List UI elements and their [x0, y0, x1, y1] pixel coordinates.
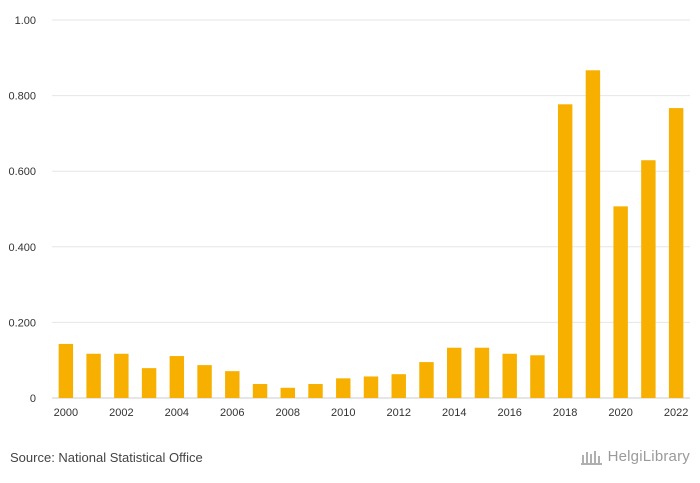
bars-layer [58, 70, 684, 399]
bar-2008[interactable] [280, 387, 295, 398]
y-tick-label: 0.600 [8, 166, 36, 178]
bar-2007[interactable] [252, 384, 268, 398]
y-tick-label: 0.200 [8, 317, 36, 329]
x-tick-label: 2014 [442, 407, 466, 419]
bar-2016[interactable] [502, 353, 517, 398]
x-tick-label: 2006 [220, 407, 244, 419]
bar-2001[interactable] [86, 353, 101, 398]
bar-2002[interactable] [114, 353, 129, 398]
brand-name: HelgiLibrary [607, 448, 690, 465]
bar-2010[interactable] [336, 378, 351, 398]
bar-2009[interactable] [308, 384, 323, 398]
y-tick-label: 1.00 [15, 15, 36, 27]
x-tick-label: 2020 [608, 407, 632, 419]
bar-2019[interactable] [585, 70, 601, 399]
bar-2006[interactable] [225, 371, 240, 398]
bar-2004[interactable] [169, 356, 185, 398]
bar-2018[interactable] [557, 104, 573, 398]
bar-2013[interactable] [419, 362, 434, 398]
x-tick-label: 2004 [165, 407, 189, 419]
source-note: Source: National Statistical Office [10, 450, 203, 465]
x-tick-label: 2012 [386, 407, 410, 419]
grid-layer [52, 19, 690, 399]
bar-2012[interactable] [391, 374, 406, 398]
bar-2003[interactable] [141, 368, 157, 398]
x-tick-label: 2018 [553, 407, 577, 419]
bar-2020[interactable] [613, 206, 628, 398]
y-axis-labels: 0 0.200 0.400 0.600 0.800 1.00 [8, 15, 36, 405]
library-building-icon [580, 450, 602, 465]
y-tick-label: 0.800 [8, 91, 36, 103]
bar-2015[interactable] [474, 347, 490, 398]
y-tick-label: 0 [30, 393, 36, 405]
bar-2011[interactable] [363, 376, 379, 398]
bar-2021[interactable] [641, 160, 656, 398]
x-tick-label: 2008 [276, 407, 300, 419]
x-tick-label: 2016 [497, 407, 521, 419]
bar-2000[interactable] [58, 343, 74, 398]
x-axis-labels: 2000 2002 2004 2006 2008 2010 2012 2014 2016 2018… [54, 407, 689, 419]
bar-2014[interactable] [447, 347, 462, 398]
bar-2005[interactable] [197, 365, 212, 398]
bar-2017[interactable] [530, 355, 545, 398]
x-tick-label: 2010 [331, 407, 355, 419]
x-tick-label: 2002 [109, 407, 133, 419]
x-tick-label: 2022 [664, 407, 688, 419]
y-tick-label: 0.400 [8, 242, 36, 254]
brand-logo[interactable]: HelgiLibrary [580, 448, 690, 465]
x-tick-label: 2000 [54, 407, 78, 419]
bar-2022[interactable] [668, 108, 684, 398]
